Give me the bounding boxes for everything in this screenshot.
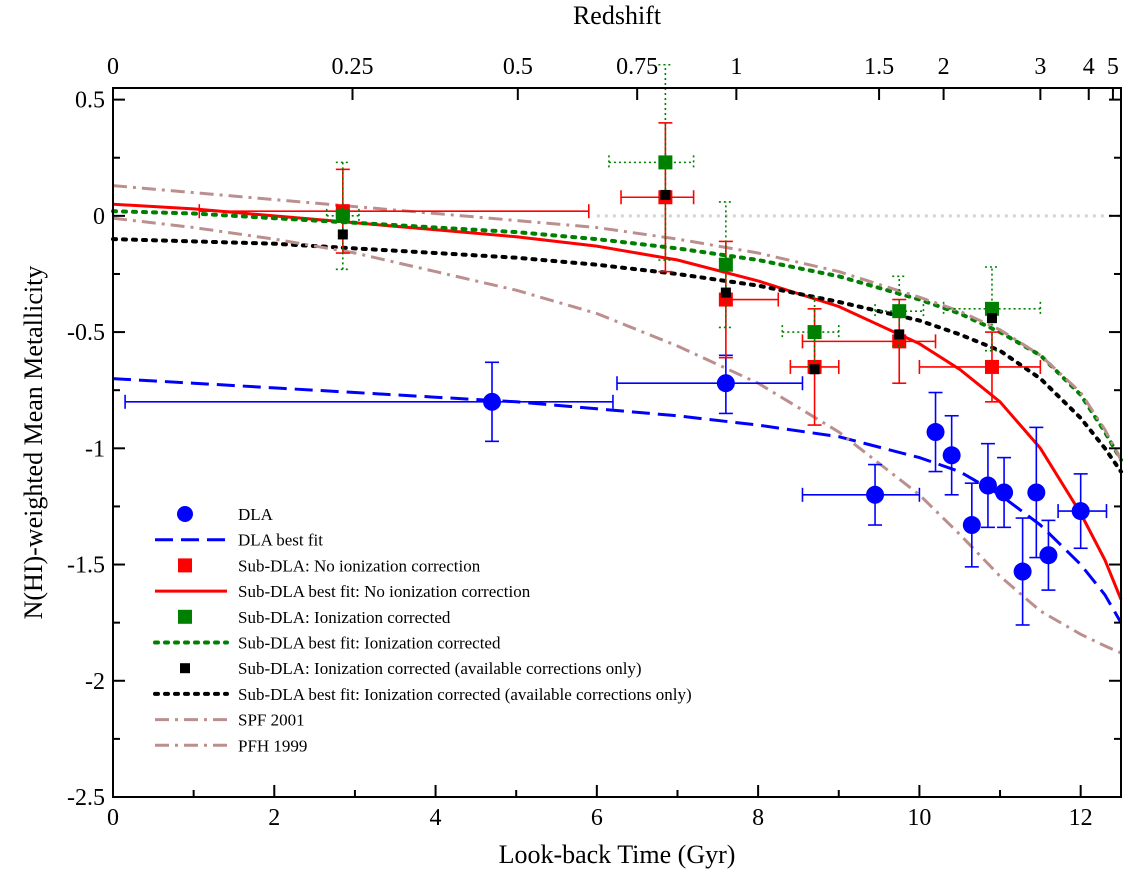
top-axis-tick-label: 1	[730, 54, 742, 80]
legend-dla-swatch	[177, 506, 193, 522]
legend-sub-dla-best-fit-ionization-corrected-label: Sub-DLA best fit: Ionization corrected	[238, 634, 501, 653]
top-axis-tick-label: 0	[107, 54, 119, 80]
top-axis-tick-label: 5	[1107, 54, 1119, 80]
top-axis-tick-label: 0.5	[503, 54, 533, 80]
legend: DLA DLA best fit Sub-DLA: No ionization co…	[153, 505, 692, 755]
sub-dla-ionization-corrected-available-corrections-only-point	[986, 313, 997, 324]
top-axis-tick-label: 4	[1083, 54, 1095, 80]
legend-sub-dla-best-fit-no-ionization-correction-label: Sub-DLA best fit: No ionization correcti…	[238, 582, 531, 601]
dla-point	[1039, 546, 1058, 565]
dla-point	[942, 446, 961, 465]
y-tick-label: 0	[93, 204, 105, 230]
legend-pfh-1999-label: PFH 1999	[238, 736, 307, 755]
sub-dla-ionization-corrected-point	[892, 304, 907, 319]
dla-point	[483, 392, 502, 411]
top-axis-tick-label: 3	[1034, 54, 1046, 80]
legend-sub-dla-ionization-corrected-available-corrections-only-label: Sub-DLA: Ionization corrected (available…	[238, 659, 642, 678]
y-tick-label: -2	[85, 669, 105, 695]
data-points	[124, 63, 1108, 626]
sub-dla-ionization-corrected-available-corrections-only-point	[720, 287, 731, 298]
top-axis-title: Redshift	[573, 1, 662, 30]
curve-dla-best-fit	[112, 377, 1123, 624]
curve-spf-2001	[112, 184, 1123, 461]
sub-dla-no-ionization-correction-point	[984, 359, 999, 374]
top-axis-tick-label: 1.5	[864, 54, 894, 80]
legend-sub-dla-best-fit-ionization-corrected-available-corrections-only-label: Sub-DLA best fit: Ionization corrected (…	[238, 685, 692, 704]
curve-sub-dla-best-fit-ionization-corrected-available-corrections-only	[111, 237, 1123, 474]
top-axis-tick-label: 0.75	[616, 54, 658, 80]
y-tick-label: -2.5	[67, 785, 105, 811]
sub-dla-ionization-corrected-available-corrections-only-point	[809, 364, 820, 375]
x-axis-title: Look-back Time (Gyr)	[499, 840, 736, 869]
legend-sub-dla-ionization-corrected-swatch	[178, 609, 192, 624]
dla-point	[716, 374, 735, 393]
plot-frame	[112, 87, 1122, 798]
legend-dla-best-fit-label: DLA best fit	[238, 531, 323, 550]
sub-dla-ionization-corrected-point	[335, 208, 350, 223]
legend-sub-dla-ionization-corrected-label: Sub-DLA: Ionization corrected	[238, 608, 451, 627]
sub-dla-ionization-corrected-point	[807, 325, 822, 340]
sub-dla-ionization-corrected-available-corrections-only-point	[660, 189, 671, 200]
dla-point	[926, 423, 945, 442]
y-tick-label: -1	[85, 436, 105, 462]
dla-point	[978, 476, 997, 495]
legend-sub-dla-ionization-corrected-available-corrections-only-swatch	[180, 663, 190, 674]
top-axis-tick-label: 0.25	[332, 54, 374, 80]
legend-spf-2001-label: SPF 2001	[238, 711, 305, 730]
x-tick-label: 6	[591, 805, 603, 831]
legend-sub-dla-no-ionization-correction-swatch	[178, 558, 192, 573]
dla-point	[962, 516, 981, 535]
sub-dla-ionization-corrected-available-corrections-only-point	[337, 229, 348, 240]
legend-dla-label: DLA	[238, 505, 274, 524]
sub-dla-ionization-corrected-available-corrections-only-point	[894, 329, 905, 340]
x-tick-label: 4	[430, 805, 442, 831]
x-tick-label: 0	[107, 805, 119, 831]
sub-dla-ionization-corrected-point	[718, 257, 733, 272]
x-tick-label: 8	[752, 805, 764, 831]
y-axis-title: N(HI)-weighted Mean Metallicity	[19, 266, 48, 620]
y-tick-label: -1.5	[67, 553, 105, 579]
sub-dla-ionization-corrected-point	[984, 301, 999, 316]
axes: 0 2 4 6 8 10 120.50-0.5-1-1.5-2-2.50 0.25 0.5 0.7…	[67, 54, 1121, 831]
dla-point	[995, 483, 1014, 502]
curve-sub-dla-best-fit-no-ionization-correction	[112, 202, 1123, 600]
top-axis-tick-label: 2	[938, 54, 950, 80]
dla-point	[1071, 502, 1090, 521]
y-tick-label: -0.5	[67, 320, 105, 346]
sub-dla-ionization-corrected-point	[658, 155, 673, 170]
legend-sub-dla-no-ionization-correction-label: Sub-DLA: No ionization correction	[238, 556, 481, 575]
dla-point	[866, 485, 885, 504]
x-tick-label: 10	[907, 805, 931, 831]
y-tick-label: 0.5	[75, 88, 105, 114]
dla-point	[1027, 483, 1046, 502]
x-tick-label: 2	[268, 805, 280, 831]
dla-point	[1013, 562, 1032, 581]
x-tick-label: 12	[1069, 805, 1093, 831]
